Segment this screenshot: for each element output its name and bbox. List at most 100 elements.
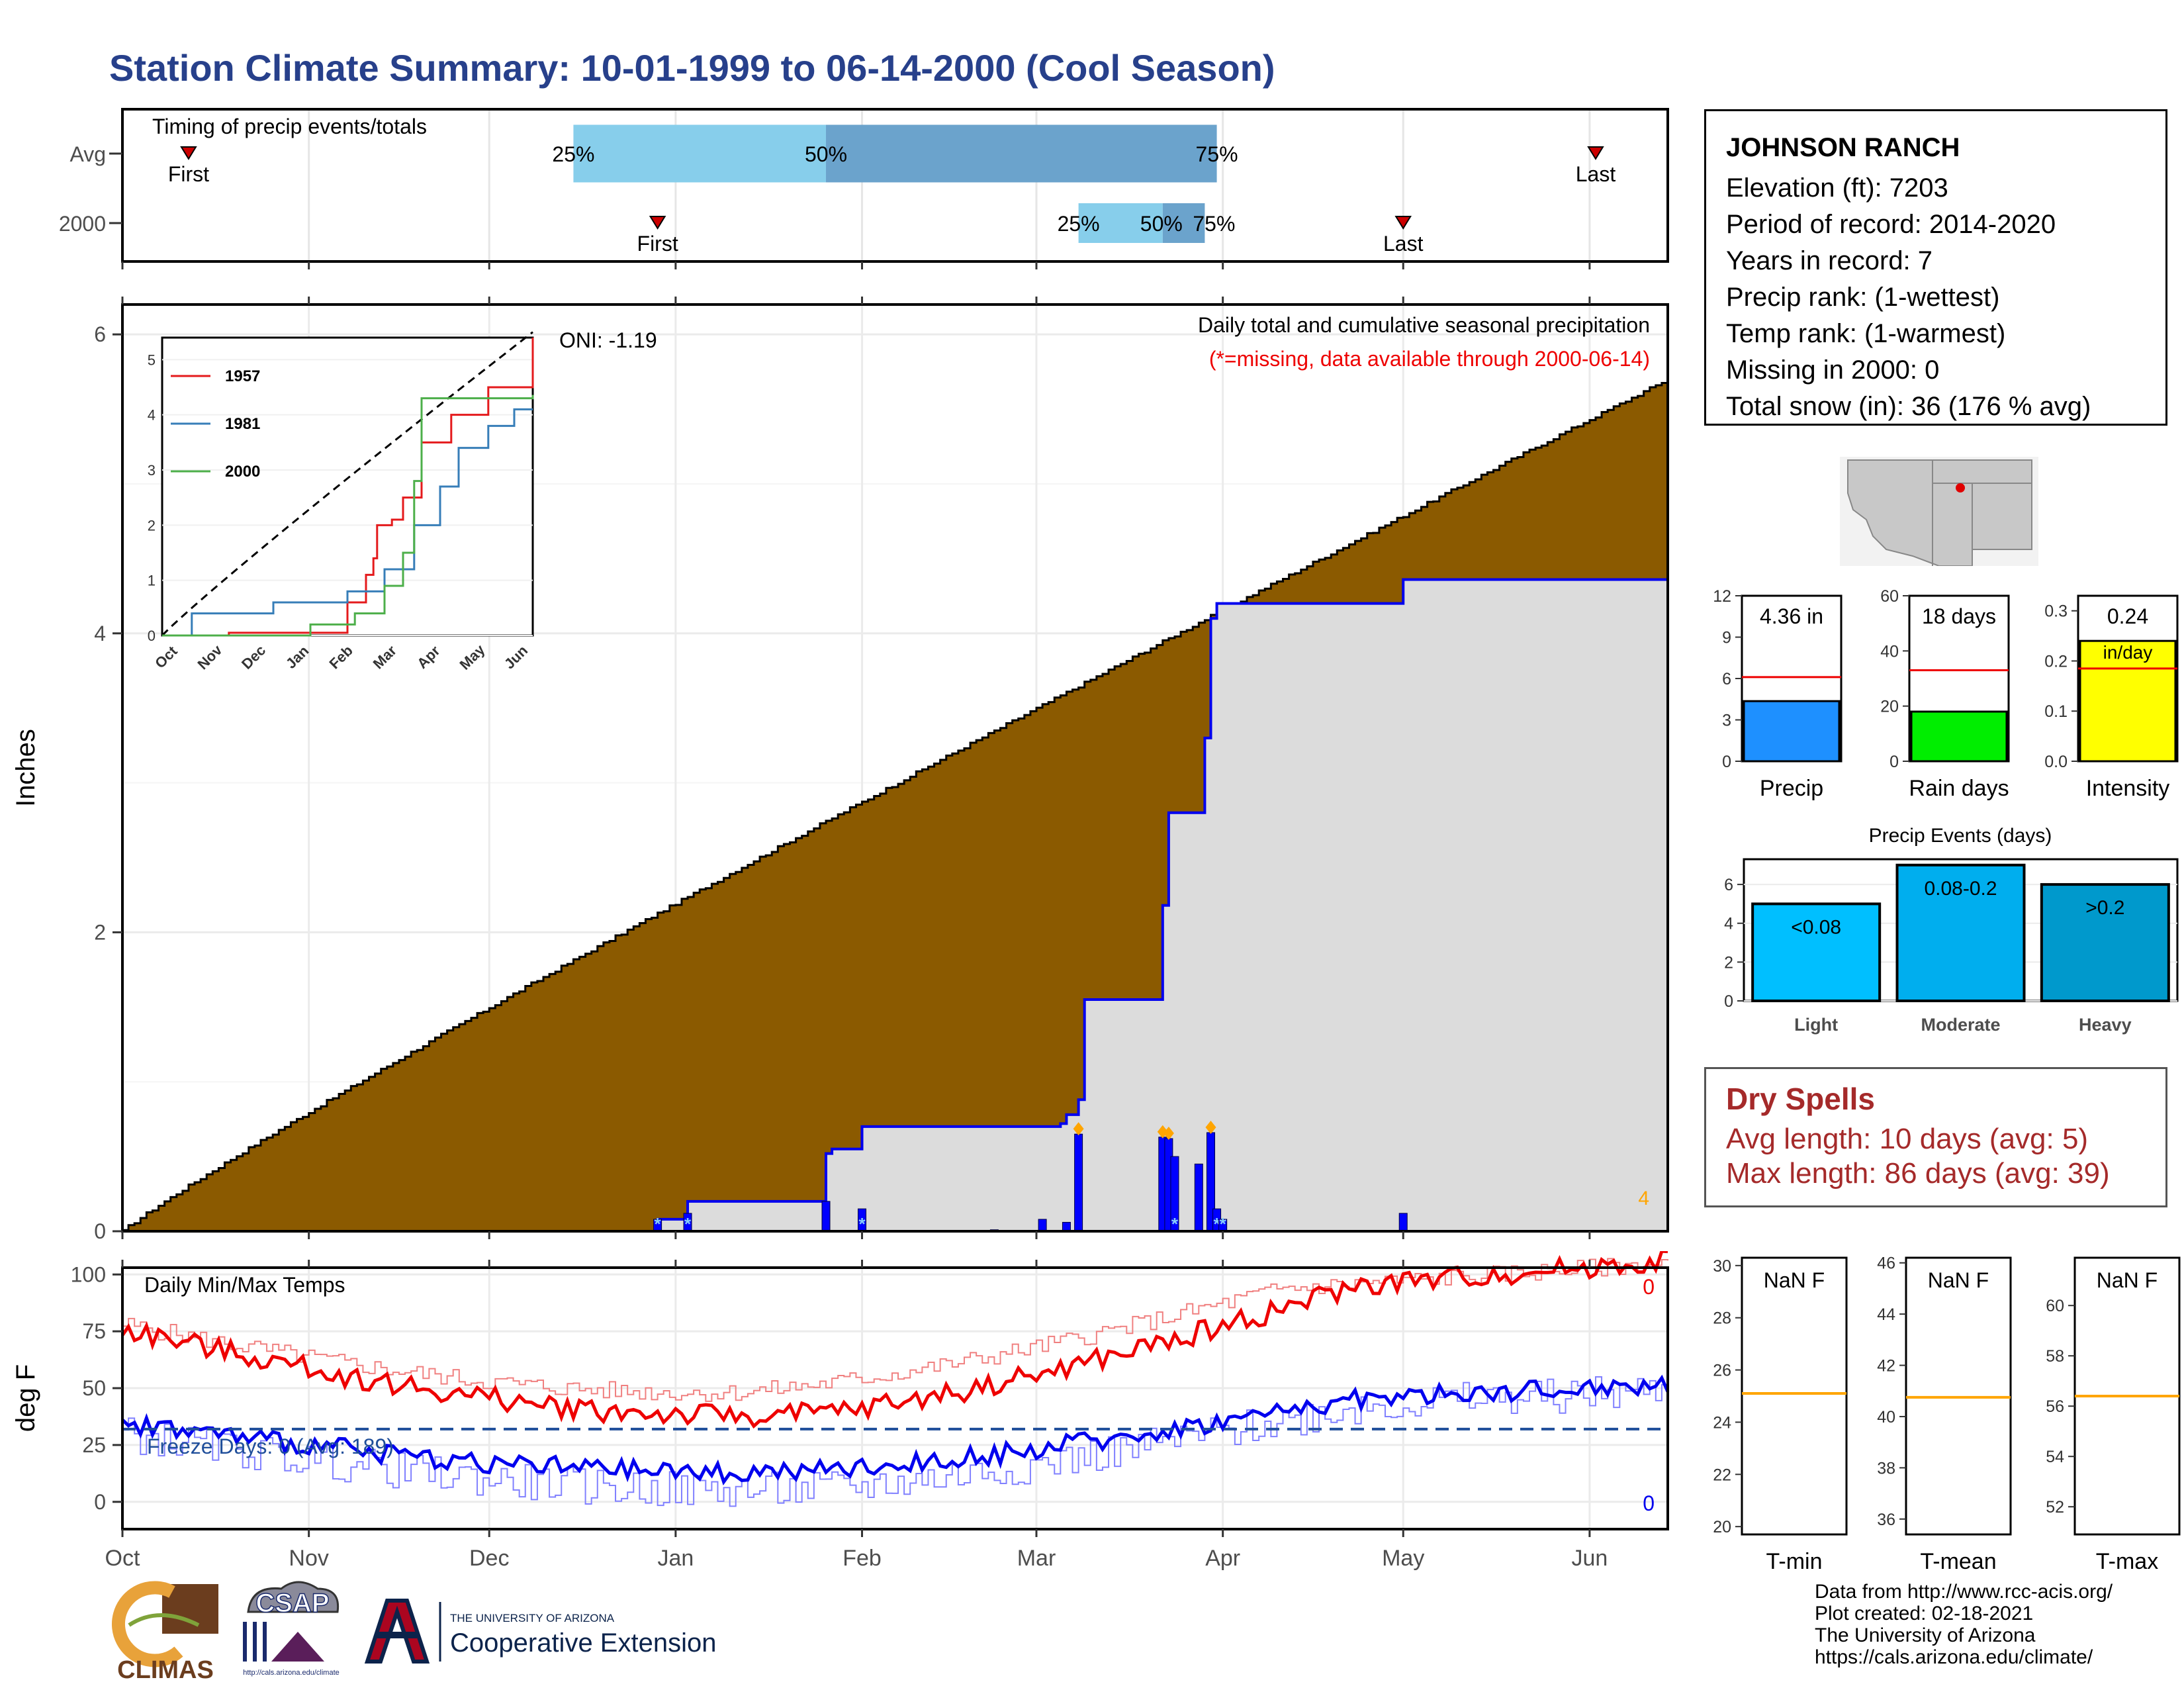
inset-y-tick-label: 1: [148, 573, 156, 589]
temp-y-tick-label: 0: [94, 1490, 106, 1514]
temp-panel-title: Daily Min/Max Temps: [144, 1273, 345, 1297]
timing-avg-bar-50-75: [826, 124, 1217, 183]
precip-count-label: 4: [1638, 1188, 1649, 1209]
month-tick-label: Apr: [1205, 1546, 1240, 1571]
precip-events-category-label: Heavy: [2079, 1015, 2132, 1035]
precip-events-bar-light: [1751, 902, 1882, 1003]
temp-y-axis-label: deg F: [11, 1364, 40, 1432]
temp-y-tick-label: 25: [82, 1433, 106, 1457]
summary-category-label: Precip: [1760, 776, 1823, 801]
csap-mountain: [271, 1632, 324, 1662]
inset-legend-label: 2000: [225, 463, 260, 481]
temp-bar-y-tick-label: 24: [1713, 1413, 1731, 1432]
summary-y-tick-label: 0.0: [2044, 753, 2068, 771]
oni-label: ONI: -1.19: [559, 328, 657, 352]
snow-marker: *: [655, 1214, 662, 1234]
precip-events-bin-label: 0.08-0.2: [1924, 878, 1997, 900]
climas-logo: CLIMAS: [112, 1581, 218, 1681]
temp-bar-y-tick-label: 38: [1877, 1459, 1895, 1477]
precip-events-y-tick-label: 0: [1724, 992, 1733, 1011]
summary-y-tick-label: 60: [1880, 587, 1899, 606]
station-years: Years in record: 7: [1726, 246, 1933, 275]
station-temp-rank: Temp rank: (1-warmest): [1726, 319, 2006, 348]
dry-spells-avg: Avg length: 10 days (avg: 5): [1726, 1123, 2089, 1155]
temp-y-tick-label: 50: [82, 1376, 106, 1400]
summary-value-unit: in/day: [2103, 642, 2153, 663]
precip-events-bar-heavy: [2040, 883, 2170, 1002]
timing-row-label-2000: 2000: [59, 212, 106, 236]
map-borders: [1932, 460, 2032, 566]
temp-bar-y-tick-label: 42: [1877, 1357, 1895, 1376]
ua-logo-big-text: Cooperative Extension: [450, 1628, 716, 1658]
precip-events-y-tick-label: 2: [1724, 953, 1733, 972]
timing-row-label-avg: Avg: [69, 142, 106, 166]
summary-y-tick-label: 0.3: [2044, 602, 2068, 621]
inset-y-tick-label: 0: [148, 628, 156, 644]
timing-2000-pct-label: 75%: [1193, 212, 1235, 236]
large-event-marker: [1205, 1120, 1216, 1134]
inset-legend-label: 1957: [225, 367, 260, 385]
summary-y-tick-label: 12: [1713, 587, 1731, 606]
precip-events-title: Precip Events (days): [1869, 825, 2052, 847]
month-tick-label: Oct: [105, 1546, 140, 1571]
daily-precip-bar: [1194, 1163, 1203, 1232]
summary-y-tick-label: 0.2: [2044, 652, 2068, 671]
month-tick-label: Jan: [657, 1546, 694, 1571]
inset-x-tick-label: Jan: [283, 642, 312, 671]
temp-bar-y-tick-label: 20: [1713, 1518, 1731, 1536]
csap-url: http://cals.arizona.edu/climate: [243, 1669, 340, 1677]
summary-bar-rain-days: [1910, 710, 2008, 763]
climas-logo-arc: [112, 1581, 183, 1667]
temp-bar-value-label: NaN F: [1928, 1268, 1989, 1292]
max-count-label: 0: [1643, 1275, 1655, 1299]
timing-last-label: Last: [1383, 232, 1424, 256]
summary-value-label: 4.36 in: [1760, 604, 1823, 628]
temp-y-tick-label: 75: [82, 1319, 106, 1343]
daily-precip-bar: [821, 1201, 831, 1232]
timing-2000-pct-label: 50%: [1140, 212, 1183, 236]
timing-last-label: Last: [1576, 162, 1616, 186]
inset-x-tick-label: Apr: [414, 642, 443, 672]
temp-frame: [121, 1266, 1669, 1530]
summary-y-tick-label: 0: [1889, 753, 1899, 771]
temp-summary-bars: 20 22 24 26 28 30 NaN F T-min 36 38 40 42 44 46 NaN F T…: [1713, 1254, 2181, 1574]
station-info-box: JOHNSON RANCH Elevation (ft): 7203 Perio…: [1704, 109, 2167, 426]
inset-frame: [161, 336, 534, 637]
freeze-days-label: Freeze Days: 0 (Avg: 189): [147, 1434, 394, 1458]
ua-logo: THE UNIVERSITY OF ARIZONA Cooperative Ex…: [364, 1599, 716, 1664]
precip-events-category-label: Moderate: [1921, 1015, 2000, 1035]
temp-panel: 0 25 50 75 100 Oct Nov Dec Jan Feb Mar Apr May Jun deg…: [11, 1251, 1670, 1571]
timing-panel: 25% 25% 50% 50% 75% 75% First Last First Last Timi…: [59, 108, 1669, 269]
inset-y-tick-label: 4: [148, 407, 156, 424]
month-tick-label: May: [1382, 1546, 1424, 1571]
precip-events-chart: Precip Events (days) 0 2 4 6 <0.08 Light 0.08-0…: [1724, 825, 2179, 1035]
inset-series-line-1957: [162, 338, 534, 637]
temp-bar-y-tick-label: 26: [1713, 1362, 1731, 1380]
summary-y-tick-label: 40: [1880, 642, 1899, 661]
map-states: [1847, 459, 2032, 566]
large-event-marker: [1073, 1122, 1084, 1136]
station-missing: Missing in 2000: 0: [1726, 355, 1940, 385]
timing-frame: [121, 108, 1669, 263]
climas-logo-wave: [128, 1613, 200, 1627]
temp-bar-y-tick-label: 40: [1877, 1408, 1895, 1427]
credit-university: The University of Arizona: [1815, 1624, 2036, 1646]
temp-bar-y-tick-label: 30: [1713, 1257, 1731, 1276]
inset-y-tick-label: 3: [148, 462, 156, 479]
snow-marker: *: [1214, 1214, 1221, 1234]
timing-first-label: First: [637, 232, 678, 256]
credits: Data from http://www.rcc-acis.org/ Plot …: [1815, 1581, 2113, 1668]
snow-marker: *: [1171, 1214, 1179, 1234]
inset-x-tick-label: Dec: [238, 642, 269, 673]
csap-bars: [243, 1622, 267, 1662]
summary-y-tick-label: 6: [1722, 670, 1731, 688]
dry-spells-title: Dry Spells: [1726, 1082, 1875, 1116]
precip-y-tick-label: 6: [94, 322, 106, 346]
month-tick-label: Feb: [842, 1546, 882, 1571]
daily-precip-bar: [1398, 1213, 1408, 1232]
temp-bar-category-label: T-max: [2096, 1549, 2158, 1574]
temp-bar-category-label: T-mean: [1920, 1549, 1996, 1574]
timing-2000-bar-25-50: [1078, 203, 1163, 243]
precip-events-y-tick-label: 4: [1724, 915, 1733, 933]
temp-bar-frame-t-min: [1741, 1256, 1848, 1536]
